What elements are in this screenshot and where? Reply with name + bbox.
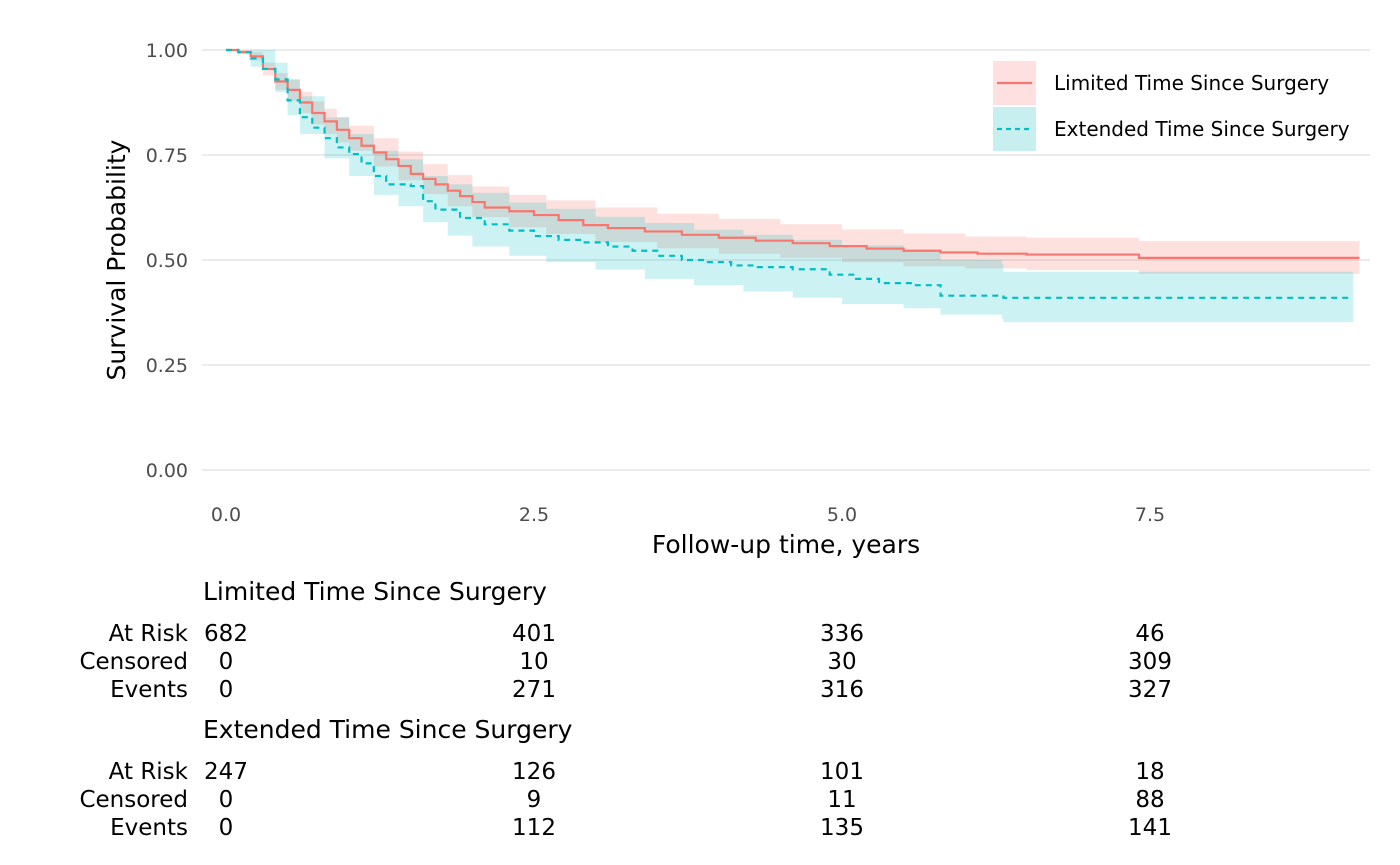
risk-table-row-label: Events (110, 815, 188, 841)
gridlines (202, 49, 1370, 471)
y-axis-title: Survival Probability (102, 139, 131, 380)
risk-table-cell: 30 (827, 649, 856, 675)
risk-table-cell: 46 (1135, 621, 1164, 647)
survival-curves (226, 48, 1360, 299)
risk-table-cell: 316 (820, 677, 864, 703)
confidence-bands (226, 50, 1360, 323)
risk-table-cell: 10 (519, 649, 548, 675)
x-axis-ticks: 0.0 2.5 5.0 7.5 (211, 504, 1165, 526)
legend: Limited Time Since Surgery Extended Time … (993, 61, 1350, 151)
risk-table-cell: 309 (1128, 649, 1172, 675)
risk-table-cell: 0 (219, 815, 234, 841)
y-tick-label: 1.00 (146, 40, 188, 62)
risk-table-cell: 0 (219, 787, 234, 813)
risk-table-row-label: Events (110, 677, 188, 703)
risk-table: Limited Time Since Surgery At Risk 682 401 3… (79, 577, 1172, 841)
risk-table-cell: 401 (512, 621, 556, 647)
risk-table-row-label: Censored (79, 787, 188, 813)
survival-line-extended (226, 48, 1354, 299)
risk-table-cell: 0 (219, 677, 234, 703)
y-tick-label: 0.00 (146, 460, 188, 482)
x-tick-label: 0.0 (211, 504, 241, 526)
risk-table-cell: 126 (512, 759, 556, 785)
confidence-band-limited (226, 50, 1360, 274)
risk-table-group-title: Extended Time Since Surgery (203, 715, 573, 744)
y-axis-ticks: 0.00 0.25 0.50 0.75 1.00 (146, 40, 188, 482)
risk-table-cell: 0 (219, 649, 234, 675)
risk-table-cell: 112 (512, 815, 556, 841)
y-tick-label: 0.50 (146, 250, 188, 272)
confidence-band-extended (226, 50, 1354, 323)
risk-table-row-label: At Risk (109, 759, 189, 785)
risk-table-row-label: Censored (79, 649, 188, 675)
x-tick-label: 5.0 (827, 504, 857, 526)
risk-table-cell: 135 (820, 815, 864, 841)
x-axis-title: Follow-up time, years (652, 530, 920, 559)
risk-table-cell: 327 (1128, 677, 1172, 703)
risk-table-row-label: At Risk (109, 621, 189, 647)
risk-table-cell: 88 (1135, 787, 1164, 813)
risk-table-cell: 9 (527, 787, 542, 813)
x-tick-label: 2.5 (519, 504, 549, 526)
risk-table-cell: 18 (1135, 759, 1164, 785)
legend-label: Extended Time Since Surgery (1054, 117, 1350, 141)
legend-label: Limited Time Since Surgery (1054, 71, 1329, 95)
risk-table-group-title: Limited Time Since Surgery (203, 577, 547, 606)
x-tick-label: 7.5 (1135, 504, 1165, 526)
risk-table-cell: 141 (1128, 815, 1172, 841)
risk-table-cell: 101 (820, 759, 864, 785)
y-tick-label: 0.25 (146, 355, 188, 377)
risk-table-cell: 336 (820, 621, 864, 647)
risk-table-cell: 682 (204, 621, 248, 647)
y-tick-label: 0.75 (146, 145, 188, 167)
risk-table-cell: 11 (827, 787, 856, 813)
survival-line-limited (226, 48, 1360, 259)
risk-table-cell: 247 (204, 759, 248, 785)
risk-table-cell: 271 (512, 677, 556, 703)
